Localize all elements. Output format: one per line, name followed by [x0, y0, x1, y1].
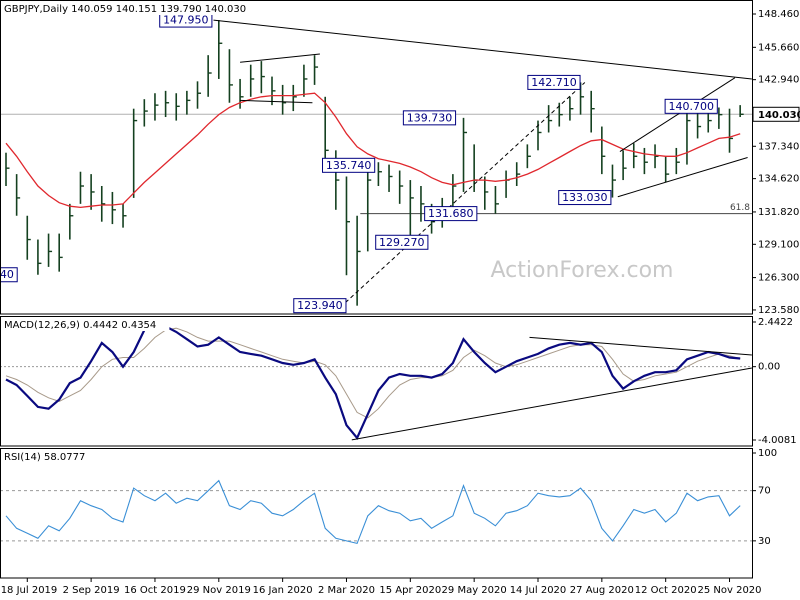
annotation-box — [1, 267, 18, 283]
trendline — [240, 53, 320, 63]
annotation-box — [402, 110, 457, 126]
annotation-box — [558, 190, 612, 206]
annotation-label: 142.710 — [531, 76, 577, 89]
x-tick-label: 18 Jul 2019 — [1, 585, 58, 596]
y-tick-label: 126.300 — [758, 273, 799, 284]
y-tick-label: 137.340 — [758, 141, 799, 152]
price-annotation: 126.540 — [0, 267, 18, 283]
annotation-label: 140.700 — [668, 100, 714, 113]
trendline — [529, 336, 752, 356]
trendline — [619, 77, 736, 152]
annotation-box — [293, 298, 347, 314]
annotation-box — [527, 74, 581, 90]
annotation-label: 129.270 — [379, 236, 425, 249]
macd-panel — [1, 321, 752, 441]
annotation-label: 135.740 — [326, 159, 372, 172]
trendline — [345, 82, 586, 303]
price-annotation: 129.270 — [375, 234, 429, 250]
price-annotation: 147.950 — [159, 12, 213, 28]
y-tick-label: 148.460 — [758, 9, 799, 20]
y-tick-label: 145.660 — [758, 42, 799, 53]
watermark: ActionForex.com — [491, 258, 674, 283]
x-tick-label: 2 Mar 2020 — [318, 585, 375, 596]
annotation-label: 133.030 — [562, 191, 608, 204]
trendline — [213, 19, 752, 80]
annotation-label: 131.680 — [428, 207, 474, 220]
x-tick-label: 12 Oct 2020 — [635, 585, 697, 596]
price-annotation: 133.030 — [558, 190, 612, 206]
rsi-line — [5, 479, 741, 545]
panel-title: GBPJPY,Daily 140.059 140.151 139.790 140… — [4, 4, 246, 15]
y-tick-label: 2.4422 — [758, 317, 793, 328]
price-annotation: 131.680 — [424, 206, 478, 222]
x-tick-label: 16 Jan 2020 — [253, 585, 313, 596]
y-tick-label: 131.820 — [758, 207, 799, 218]
x-tick-label: 27 Aug 2020 — [570, 585, 634, 596]
x-tick-label: 2 Sep 2019 — [63, 585, 120, 596]
y-tick-label: 100 — [758, 448, 777, 459]
price-annotation: 123.940 — [293, 298, 347, 314]
y-tick-label: -4.0081 — [758, 435, 797, 446]
y-tick-label: 123.580 — [758, 305, 799, 316]
rsi-panel — [1, 479, 752, 545]
macd-line — [5, 321, 741, 441]
annotation-label: 126.540 — [0, 268, 14, 281]
y-tick-label: 0.00 — [758, 362, 780, 373]
x-tick-label: 29 Nov 2019 — [187, 585, 251, 596]
panel-frame — [0, 448, 753, 579]
panel-title: MACD(12,26,9) 0.4442 0.4354 — [4, 320, 156, 331]
title-bg — [2, 319, 170, 331]
x-tick-label: 16 Oct 2019 — [124, 585, 186, 596]
annotation-box — [424, 206, 478, 222]
price-annotation: 135.740 — [322, 157, 376, 173]
y-tick-label: 129.100 — [758, 239, 799, 250]
y-tick-label: 70 — [758, 486, 771, 497]
trendline — [351, 367, 752, 441]
panel-frame — [0, 316, 753, 447]
annotation-box — [375, 234, 429, 250]
x-tick-label: 14 Jul 2020 — [510, 585, 567, 596]
y-tick-label: 142.940 — [758, 75, 799, 86]
current-price-label: 140.030 — [758, 110, 800, 121]
panel-title: RSI(14) 58.0777 — [4, 452, 85, 463]
price-annotation: 140.700 — [664, 98, 718, 114]
x-tick-label: 29 May 2020 — [442, 585, 507, 596]
annotation-box — [664, 98, 718, 114]
trendline — [240, 99, 313, 104]
x-tick-label: 15 Apr 2020 — [379, 585, 441, 596]
trendline — [617, 156, 748, 198]
x-tick-label: 25 Nov 2020 — [697, 585, 761, 596]
price-panel: 61.8 147.950 142.710 139.730 140.700 135.740 1… — [0, 12, 752, 314]
price-annotation: 142.710 — [527, 74, 581, 90]
fib-label: 61.8 — [730, 203, 750, 213]
panel-frame — [0, 0, 753, 315]
annotation-label: 147.950 — [163, 14, 209, 27]
y-tick-label: 30 — [758, 536, 771, 547]
title-bg — [2, 451, 95, 463]
annotation-label: 123.940 — [297, 299, 343, 312]
moving-average — [5, 92, 741, 209]
annotation-box — [322, 157, 376, 173]
y-tick-label: 134.620 — [758, 174, 799, 185]
title-bg — [2, 3, 281, 15]
price-annotation: 139.730 — [402, 110, 457, 126]
annotation-label: 139.730 — [407, 111, 453, 124]
